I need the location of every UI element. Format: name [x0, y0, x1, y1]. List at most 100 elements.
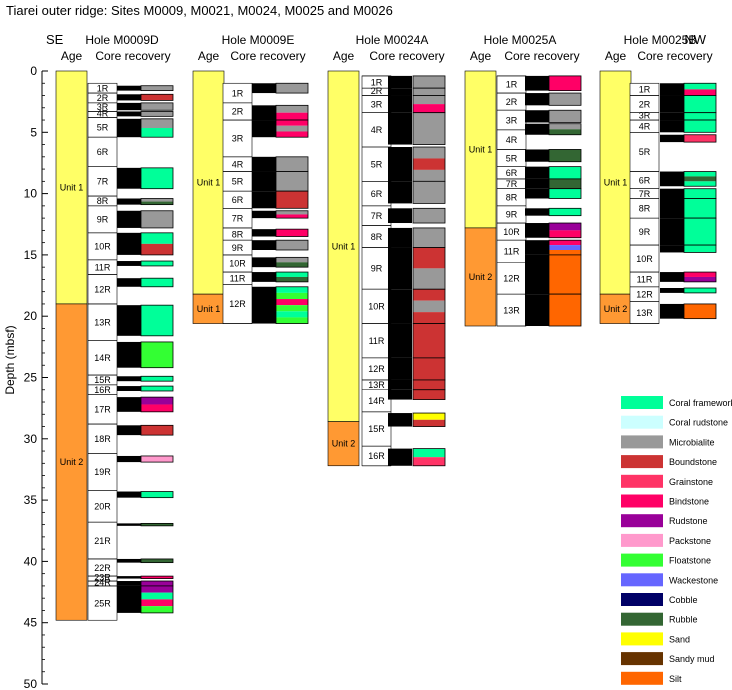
lithology-outline: [275, 228, 309, 237]
recovery-bar: [525, 294, 549, 327]
unit-bar: [327, 421, 360, 467]
recovery-bar: [117, 118, 141, 138]
core-label: 8R: [97, 196, 109, 206]
lithology-segment: [141, 386, 173, 391]
lithology-segment: [141, 341, 173, 368]
chart-title: Tiarei outer ridge: Sites M0009, M0021, …: [6, 3, 393, 18]
core-label: 3R: [97, 102, 109, 112]
lithology-segment: [276, 214, 308, 219]
lithology-segment: [276, 305, 308, 312]
lithology-segment: [549, 223, 581, 231]
lithology-segment: [549, 230, 581, 238]
recovery-bar: [117, 581, 141, 586]
lithology-segment: [141, 261, 173, 266]
core-label: 9R: [371, 264, 383, 274]
legend-label: Rubble: [669, 615, 698, 625]
core-label: 5R: [371, 159, 383, 169]
lithology-outline: [140, 102, 174, 111]
core-label: 8R: [506, 193, 518, 203]
recovery-bar: [252, 240, 276, 250]
lithology-segment: [276, 311, 308, 318]
core-label: 21R: [94, 536, 111, 546]
core-label: 19R: [94, 467, 111, 477]
y-tick-label: 35: [24, 493, 38, 507]
legend-swatch: [621, 573, 663, 587]
core-label: 6R: [232, 195, 244, 205]
core-label: 6R: [371, 189, 383, 199]
lithology-segment: [549, 249, 581, 255]
recovery-bar: [660, 288, 684, 293]
lithology-segment: [413, 268, 445, 290]
recovery-header: Core recovery: [637, 49, 712, 63]
age-header: Age: [605, 49, 627, 63]
y-tick-label: 5: [30, 125, 37, 139]
lithology-outline: [548, 222, 582, 239]
legend-label: Coral framework: [669, 398, 732, 408]
unit-label: Unit 2: [604, 304, 628, 314]
recovery-bar: [525, 208, 549, 216]
lithology-segment: [413, 289, 445, 301]
core-label: 7R: [506, 179, 518, 189]
lithology-outline: [140, 210, 174, 229]
hole-name: Hole M0009E: [222, 33, 295, 47]
recovery-header: Core recovery: [230, 49, 305, 63]
lithology-outline: [548, 188, 582, 199]
recovery-bar: [117, 102, 141, 111]
lithology-segment: [413, 357, 445, 380]
lithology-segment: [684, 245, 716, 253]
recovery-bar: [252, 120, 276, 138]
hole-column: Hole M0025A Age Core recovery Unit 1 Unit 2 1…: [464, 33, 582, 327]
lithology-outline: [275, 271, 309, 283]
lithology-segment: [684, 276, 716, 282]
y-tick-label: 15: [24, 248, 38, 262]
recovery-bar: [388, 289, 412, 324]
lithology-segment: [684, 181, 716, 187]
legend-label: Bindstone: [669, 497, 709, 507]
core-label: 1R: [506, 80, 518, 90]
lithology-outline: [548, 109, 582, 123]
lithology-segment: [413, 323, 445, 358]
lithology-outline: [412, 112, 446, 145]
lithology-segment: [276, 112, 308, 121]
lithology-segment: [413, 413, 445, 420]
lithology-segment: [276, 257, 308, 263]
lithology-segment: [276, 83, 308, 94]
lithology-outline: [548, 149, 582, 163]
core-label: 11R: [230, 273, 246, 283]
recovery-bar: [117, 523, 141, 526]
lithology-segment: [141, 94, 173, 101]
lithology-segment: [549, 123, 581, 130]
lithology-outline: [140, 85, 174, 92]
lithology-segment: [549, 110, 581, 123]
recovery-bar: [117, 167, 141, 189]
recovery-bar: [525, 188, 549, 199]
lithology-outline: [140, 396, 174, 413]
core-label: 2R: [232, 107, 244, 117]
lithology-segment: [141, 278, 173, 287]
lithology-segment: [549, 254, 581, 295]
lithology-outline: [683, 271, 717, 283]
core-label: 8R: [371, 232, 383, 242]
legend-label: Boundstone: [669, 457, 717, 467]
core-label: 12R: [636, 289, 653, 299]
lithology-segment: [684, 112, 716, 121]
recovery-bar: [660, 83, 684, 96]
lithology-outline: [683, 303, 717, 320]
recovery-bar: [117, 576, 141, 579]
recovery-bar: [117, 94, 141, 101]
lithology-segment: [276, 131, 308, 138]
core-label: 11R: [637, 275, 653, 285]
core-label: 13R: [503, 305, 520, 315]
recovery-bar: [388, 227, 412, 248]
lithology-segment: [141, 576, 173, 579]
lithology-outline: [275, 82, 309, 94]
lithology-segment: [413, 112, 445, 145]
lithology-segment: [413, 75, 445, 89]
core-label: 16R: [368, 451, 385, 461]
core-label: 2R: [506, 97, 518, 107]
lithology-outline: [140, 304, 174, 337]
core-label: 14R: [368, 396, 385, 406]
lithology-segment: [549, 166, 581, 179]
recovery-bar: [252, 257, 276, 268]
